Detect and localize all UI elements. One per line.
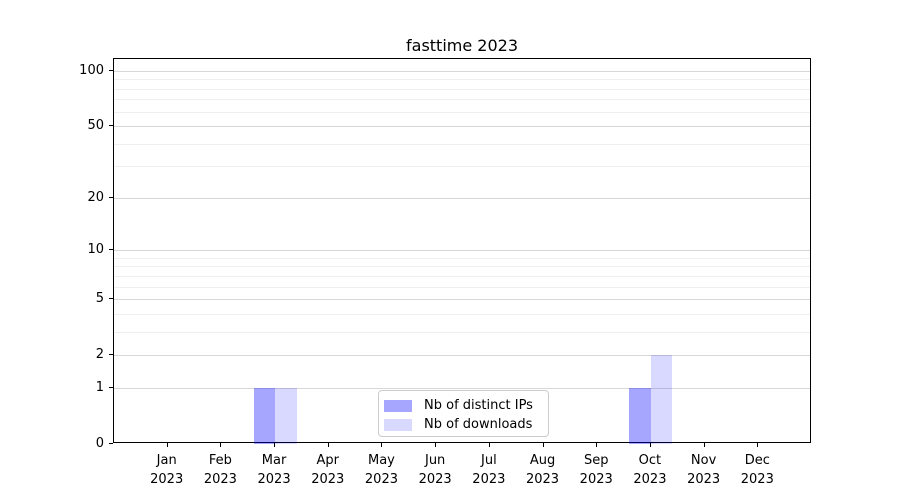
y-tick-label: 2 (95, 347, 104, 363)
x-tick-year: 2023 (472, 472, 506, 487)
minor-gridline (114, 143, 810, 145)
x-tick-mark (220, 443, 222, 447)
major-gridline (114, 197, 810, 199)
x-tick-year: 2023 (364, 472, 398, 487)
x-tick-month: Feb (208, 453, 232, 468)
minor-gridline (114, 88, 810, 90)
x-tick-mark (327, 443, 329, 447)
legend-swatch (384, 399, 412, 412)
x-tick-month: Apr (316, 453, 340, 468)
y-tick-mark (109, 298, 113, 300)
x-tick-mark (274, 443, 276, 447)
x-tick-month: Nov (690, 453, 717, 468)
bar-downloads (650, 355, 673, 444)
y-tick-label: 1 (95, 379, 104, 395)
x-tick-year: 2023 (311, 472, 345, 487)
x-tick-label: Sep 2023 (556, 451, 636, 489)
major-gridline (114, 387, 810, 389)
x-tick-label: Oct 2023 (610, 451, 690, 489)
y-tick-label: 5 (95, 291, 104, 307)
bar-distinct-ips (629, 387, 651, 444)
minor-gridline (114, 286, 810, 288)
x-tick-month: Dec (744, 453, 770, 468)
x-tick-label: Jul 2023 (449, 451, 529, 489)
y-tick-label: 50 (87, 118, 104, 134)
chart-title: fasttime 2023 (406, 36, 518, 55)
x-tick-label: Apr 2023 (288, 451, 368, 489)
y-tick-mark (109, 354, 113, 356)
major-gridline (114, 299, 810, 301)
y-tick-mark (109, 249, 113, 251)
minor-gridline (114, 275, 810, 277)
legend-label: Nb of downloads (424, 417, 533, 432)
x-tick-label: Feb 2023 (180, 451, 260, 489)
x-tick-month: Jan (156, 453, 177, 468)
x-tick-label: May 2023 (341, 451, 421, 489)
x-tick-month: Oct (638, 453, 662, 468)
legend-label: Nb of distinct IPs (424, 398, 533, 413)
x-tick-year: 2023 (525, 472, 560, 487)
legend-item: Nb of downloads (384, 415, 548, 434)
x-tick-year: 2023 (418, 472, 452, 487)
y-tick-mark (109, 386, 113, 388)
y-tick-mark (109, 196, 113, 198)
legend-item: Nb of distinct IPs (384, 396, 548, 415)
y-tick-mark (109, 443, 113, 444)
plot-area (113, 58, 811, 444)
x-tick-mark (381, 443, 383, 447)
y-tick-label: 100 (79, 62, 104, 78)
x-tick-year: 2023 (579, 472, 613, 487)
minor-gridline (114, 257, 810, 259)
x-tick-label: Aug 2023 (503, 451, 583, 489)
x-tick-mark (166, 443, 168, 447)
minor-gridline (114, 331, 810, 333)
major-gridline (114, 250, 810, 252)
y-tick-label: 10 (87, 242, 104, 258)
bar-downloads (275, 387, 297, 444)
x-tick-label: Nov 2023 (664, 451, 744, 489)
x-tick-month: Aug (529, 453, 556, 468)
x-tick-year: 2023 (740, 472, 774, 487)
x-tick-month: Sep (583, 453, 609, 468)
minor-gridline (114, 99, 810, 101)
x-tick-label: Jun 2023 (395, 451, 475, 489)
y-tick-mark (109, 125, 113, 127)
legend: Nb of distinct IPs Nb of downloads (378, 390, 549, 437)
x-tick-mark (488, 443, 490, 447)
bar-distinct-ips (253, 387, 276, 444)
x-tick-label: Mar 2023 (234, 451, 314, 489)
major-gridline (114, 126, 810, 128)
major-gridline (114, 70, 810, 72)
minor-gridline (114, 266, 810, 268)
y-tick-label: 20 (87, 189, 104, 205)
x-tick-month: Jun (424, 453, 446, 468)
x-tick-mark (703, 443, 705, 447)
minor-gridline (114, 313, 810, 315)
major-gridline (114, 355, 810, 357)
x-tick-year: 2023 (687, 472, 721, 487)
x-tick-month: May (368, 453, 395, 468)
x-tick-mark (542, 443, 544, 447)
x-tick-label: Dec 2023 (717, 451, 797, 489)
x-tick-mark (649, 443, 651, 447)
x-tick-year: 2023 (633, 472, 667, 487)
legend-swatch (384, 418, 412, 431)
x-tick-month: Mar (261, 453, 287, 468)
x-tick-year: 2023 (257, 472, 291, 487)
x-tick-label: Jan 2023 (127, 451, 207, 489)
x-tick-year: 2023 (203, 472, 237, 487)
minor-gridline (114, 79, 810, 81)
x-tick-month: Jul (481, 453, 497, 468)
minor-gridline (114, 166, 810, 168)
x-tick-mark (596, 443, 598, 447)
x-tick-mark (757, 443, 759, 447)
y-tick-mark (109, 69, 113, 71)
y-tick-label: 0 (95, 436, 104, 451)
minor-gridline (114, 111, 810, 113)
x-tick-year: 2023 (150, 472, 184, 487)
x-tick-mark (435, 443, 437, 447)
